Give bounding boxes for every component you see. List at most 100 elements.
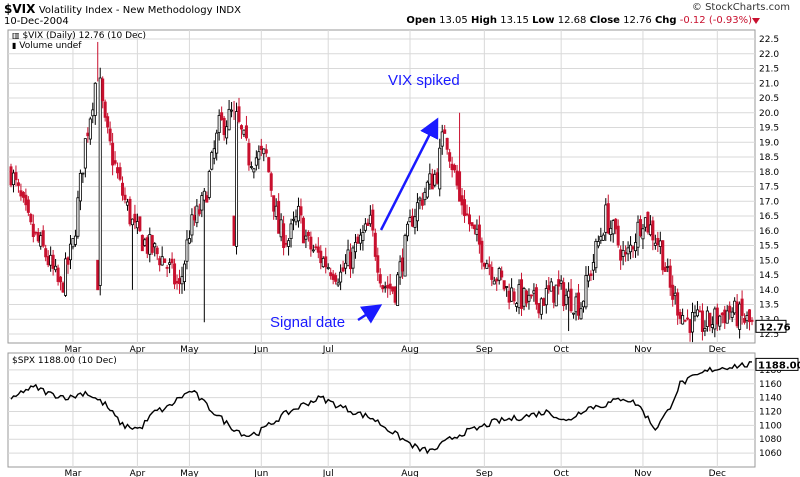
vix-candle-body xyxy=(264,149,268,154)
spx-x-tick-label: Oct xyxy=(553,469,569,477)
vix-candle-body xyxy=(683,319,687,322)
spx-x-tick-label: Aug xyxy=(401,469,419,477)
vix-candle-body xyxy=(202,190,206,201)
vix-candle-body xyxy=(735,301,739,327)
vix-candle-body xyxy=(599,236,603,241)
vix-candle-body xyxy=(118,167,122,180)
date-label: 10-Dec-2004 xyxy=(4,16,69,27)
vix-candle-body xyxy=(106,116,110,128)
vix-candle-body xyxy=(311,249,315,252)
vix-candle-body xyxy=(175,280,179,284)
spx-legend-text: $SPX 1188.00 (10 Dec) xyxy=(12,356,117,366)
vix-candle-body xyxy=(83,138,87,169)
vix-x-tick-label: Nov xyxy=(634,345,652,355)
vix-candle-body xyxy=(150,235,154,253)
vix-candle-body xyxy=(490,266,494,280)
spx-last-price-box xyxy=(755,357,799,371)
vix-candle-body xyxy=(182,263,186,283)
vix-candle-body xyxy=(294,216,298,223)
vix-candle-body xyxy=(440,131,444,147)
vix-candle-body xyxy=(381,285,385,290)
vix-candle-body xyxy=(455,170,459,186)
vix-y-tick-label: 16.5 xyxy=(759,212,779,222)
volume-legend: ▮ Volume undef xyxy=(12,41,81,51)
vix-candle-body xyxy=(349,251,353,270)
vix-candle-body xyxy=(197,209,201,215)
vix-candle-body xyxy=(532,290,536,294)
vix-candle-body xyxy=(450,163,454,171)
vix-candle-body xyxy=(678,311,682,319)
vix-candle-body xyxy=(135,221,139,229)
low-value: 12.68 xyxy=(557,15,587,26)
vix-candle-body xyxy=(341,267,345,272)
vix-candle-body xyxy=(557,279,561,287)
vix-candle-body xyxy=(215,132,219,154)
vix-y-tick-label: 13.5 xyxy=(759,301,779,311)
vix-candle-body xyxy=(222,117,226,136)
vix-candle-body xyxy=(304,235,308,240)
vix-candle-body xyxy=(730,311,734,318)
vix-candle-body xyxy=(624,252,628,255)
vix-candle-body xyxy=(591,262,595,271)
vix-candle-body xyxy=(691,312,695,333)
vix-candle-body xyxy=(502,280,506,290)
vix-candle-body xyxy=(733,300,737,314)
vix-candle-body xyxy=(165,266,169,269)
vix-candle-body xyxy=(49,254,53,266)
spx-x-tick-label: Jul xyxy=(322,469,334,477)
vix-candle-body xyxy=(190,214,194,236)
vix-candle-body xyxy=(232,215,236,246)
vix-candle-body xyxy=(143,239,147,246)
vix-candle-body xyxy=(101,78,105,102)
close-value: 12.76 xyxy=(623,15,652,26)
high-value: 13.15 xyxy=(500,15,529,26)
vix-candle-body xyxy=(572,312,576,315)
vix-candle-body xyxy=(713,308,717,330)
vix-candle-body xyxy=(68,243,72,261)
vix-candle-body xyxy=(353,241,357,253)
vix-candle-body xyxy=(710,324,714,328)
vix-candle-body xyxy=(346,249,350,267)
vix-candle-body xyxy=(537,303,541,314)
open-value: 13.05 xyxy=(439,15,468,26)
vix-y-tick-label: 18.0 xyxy=(759,168,779,178)
vix-candle-body xyxy=(529,294,533,297)
vix-candle-body xyxy=(217,115,221,133)
vix-candle-body xyxy=(284,242,288,245)
vix-candle-body xyxy=(497,268,501,281)
vix-candle-body xyxy=(130,218,134,226)
vix-candle-body xyxy=(140,234,144,252)
vix-candle-body xyxy=(658,240,662,247)
vix-candle-body xyxy=(638,219,642,236)
vix-candle-body xyxy=(554,284,558,307)
vix-candle-body xyxy=(314,246,318,249)
vix-candle-body xyxy=(562,282,566,307)
vix-candle-body xyxy=(14,172,18,181)
vix-candle-body xyxy=(185,239,189,262)
vix-x-tick-label: Sep xyxy=(476,345,493,355)
vix-candle-body xyxy=(59,276,63,283)
vix-candle-body xyxy=(515,303,519,307)
vix-candle-body xyxy=(581,300,585,308)
vix-candle-body xyxy=(750,319,754,322)
vix-candle-body xyxy=(527,294,531,302)
vix-candle-body xyxy=(636,221,640,248)
vix-candle-body xyxy=(153,243,157,248)
vix-candle-body xyxy=(393,286,397,303)
vix-candle-body xyxy=(688,319,692,333)
vix-candle-body xyxy=(467,214,471,225)
index-name: Volatility Index - New Methodology xyxy=(38,5,213,16)
vix-candle-body xyxy=(93,82,97,116)
vix-candle-body xyxy=(611,220,615,235)
vix-candle-body xyxy=(500,270,504,278)
vix-candle-body xyxy=(584,275,588,308)
vix-y-tick-label: 14.5 xyxy=(759,271,779,281)
vix-candle-body xyxy=(207,171,211,198)
vix-candle-body xyxy=(339,271,343,283)
spx-y-tick-label: 1120 xyxy=(759,408,782,418)
vix-candle-body xyxy=(552,286,556,303)
vix-candle-body xyxy=(76,197,80,237)
spx-x-tick-label: Apr xyxy=(130,469,146,477)
vix-candle-body xyxy=(277,200,281,234)
